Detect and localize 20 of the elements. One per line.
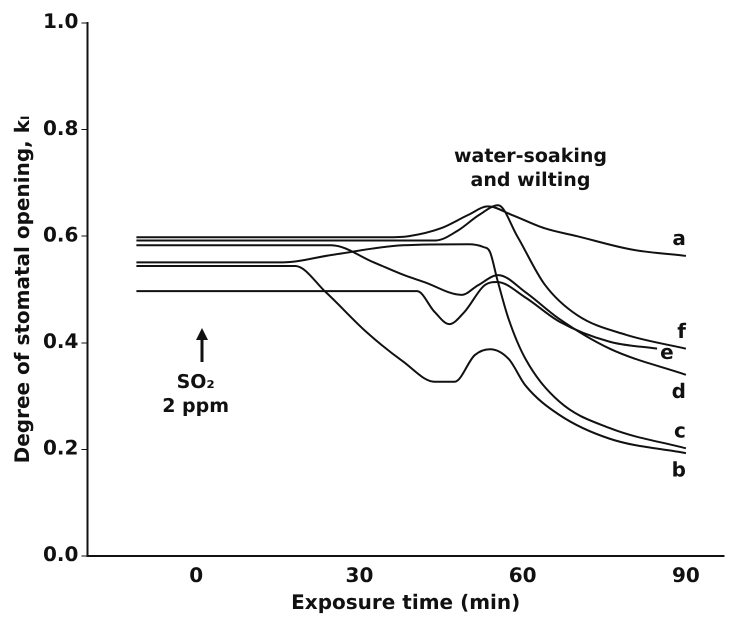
x-axis-title: Exposure time (min) [291,590,520,614]
series-label: b [672,457,686,482]
y-tick-label: 0.4 [42,329,78,354]
y-tick-label: 1.0 [42,9,78,34]
series-label: d [672,378,686,403]
annotation: SO₂ 2 ppm [162,371,230,418]
y-axis-title: Degree of stomatal opening, kₗ [10,116,34,464]
annotation: water-soaking and wilting [454,145,608,192]
series-label: c [674,418,686,443]
y-tick-label: 0.0 [42,542,78,566]
series-label: e [660,340,674,364]
y-tick-label: 0.6 [42,222,78,246]
x-tick-label: 30 [346,563,374,588]
series-label: a [672,226,686,250]
x-tick-label: 0 [189,563,204,588]
y-tick-label: 0.2 [42,436,78,460]
y-tick-label: 0.8 [42,116,78,140]
series-label: f [677,318,686,343]
x-tick-label: 90 [672,563,700,588]
x-tick-label: 60 [508,563,537,588]
